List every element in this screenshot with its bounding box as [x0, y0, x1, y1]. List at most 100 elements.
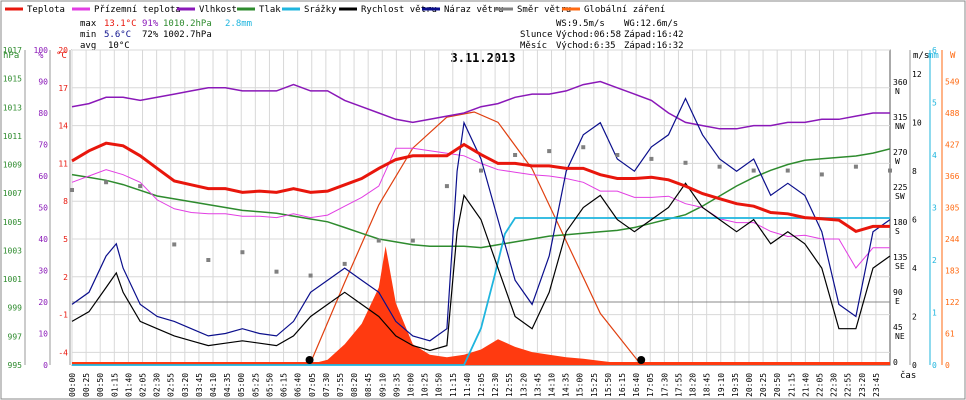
x-tick-label: 23:45 — [872, 373, 881, 397]
wind-speed-tick: 8 — [912, 167, 917, 176]
wind-compass-tick: W — [895, 157, 900, 166]
wind-compass-tick: SE — [895, 262, 905, 271]
x-tick-label: 22:05 — [815, 373, 824, 397]
x-tick-label: 08:20 — [350, 373, 359, 397]
moonset: Západ:16:32 — [624, 41, 684, 51]
series-ground-temp — [71, 147, 890, 269]
x-tick-label: 03:20 — [181, 373, 190, 397]
rain-tick: 5 — [932, 99, 937, 108]
temperature-tick: 5 — [63, 235, 68, 244]
x-tick-label: 20:50 — [773, 373, 782, 397]
wind-compass-tick: NW — [895, 122, 905, 131]
legend-label: Směr větru — [517, 5, 571, 15]
x-tick-label: 21:40 — [801, 373, 810, 397]
x-tick-label: 10:25 — [421, 373, 430, 397]
axis-unit-radiation: W — [950, 51, 956, 61]
humidity-tick: 60 — [38, 172, 48, 181]
x-tick-label: 07:30 — [322, 373, 331, 397]
wind-speed-tick: 6 — [912, 216, 917, 225]
x-tick-label: 20:25 — [759, 373, 768, 397]
radiation-tick: 549 — [945, 78, 960, 87]
x-tick-label: 19:35 — [731, 373, 740, 397]
stat-max-rain: 2.8mm — [225, 19, 252, 29]
wind-dir-tick: 180 — [893, 218, 908, 227]
pressure-tick: 1005 — [3, 218, 22, 227]
wind-speed-tick: 4 — [912, 264, 917, 273]
wind-direction-point — [308, 273, 313, 278]
wind-direction-point — [138, 184, 143, 189]
wind-compass-tick: E — [895, 297, 900, 306]
wind-direction-point — [342, 261, 347, 266]
wind-direction-point — [888, 168, 892, 173]
legend-label: Teplota — [27, 5, 65, 15]
x-tick-label: 23:20 — [858, 373, 867, 397]
wind-direction-point — [376, 238, 381, 243]
wind-direction-point — [513, 153, 518, 157]
x-tick-label: 11:15 — [449, 373, 458, 397]
info-block: WS:9.5m/s WG:12.6m/s Slunce Východ:06:58… — [520, 19, 684, 51]
x-tick-label: 09:10 — [378, 373, 387, 397]
legend-label: Tlak — [259, 5, 281, 15]
pressure-tick: 995 — [8, 361, 23, 370]
wind-speed-tick: 2 — [912, 313, 917, 322]
humidity-tick: 90 — [38, 78, 48, 87]
pressure-tick: 1003 — [3, 246, 22, 255]
wind-direction-point — [410, 238, 415, 243]
x-tick-label: 19:10 — [717, 373, 726, 397]
x-tick-label: 00:00 — [68, 373, 77, 397]
x-tick-label: 05:00 — [237, 373, 246, 397]
sun-event-marker — [305, 356, 314, 364]
wind-compass-tick: NE — [895, 332, 905, 341]
humidity-tick: 40 — [38, 235, 48, 244]
x-tick-label: 12:30 — [491, 373, 500, 397]
x-tick-label: 11:40 — [463, 373, 472, 397]
x-tick-label: 14:10 — [548, 373, 557, 397]
wind-compass-tick: N — [895, 87, 900, 96]
humidity-tick: 30 — [38, 267, 48, 276]
wind-gust-info: WG:12.6m/s — [624, 19, 678, 29]
x-tick-label: 13:20 — [519, 373, 528, 397]
x-tick-label: 08:45 — [364, 373, 373, 397]
temperature-tick: 20 — [58, 46, 68, 55]
x-tick-label: 00:25 — [82, 373, 91, 397]
rain-tick: 2 — [932, 256, 937, 265]
wind-direction-point — [206, 258, 211, 262]
axis-unit-wind-speed: m/s — [913, 51, 929, 61]
sunrise: Východ:06:58 — [556, 30, 621, 40]
x-tick-label: 07:55 — [336, 373, 345, 397]
wind-direction-point — [819, 172, 824, 177]
stat-avg-temp: 10°C — [108, 41, 130, 51]
stat-max-hum: 91% — [142, 19, 159, 29]
x-tick-label: 00:50 — [96, 373, 105, 397]
x-tick-label: 12:55 — [505, 373, 514, 397]
wind-direction-point — [70, 188, 74, 192]
axis-unit-pressure: hPa — [3, 51, 19, 61]
wind-direction-point — [751, 168, 756, 173]
series-humidity — [71, 80, 890, 130]
pressure-tick: 997 — [8, 332, 23, 341]
legend-label: Rychlost větru — [361, 5, 437, 15]
temperature-tick: 11 — [58, 159, 68, 168]
x-tick-label: 05:25 — [251, 373, 260, 397]
x-axis-label: čas — [900, 370, 916, 381]
wind-direction-point — [240, 250, 245, 255]
radiation-tick: 122 — [945, 298, 960, 307]
axis-unit-humidity: % — [38, 51, 44, 61]
x-tick-label: 17:05 — [646, 373, 655, 397]
x-tick-label: 21:15 — [787, 373, 796, 397]
x-tick-label: 01:15 — [110, 373, 119, 397]
sun-event-marker — [637, 356, 646, 364]
wind-direction-point — [104, 180, 109, 185]
x-tick-label: 07:05 — [308, 373, 317, 397]
temperature-tick: 17 — [58, 84, 68, 93]
radiation-tick: 0 — [945, 361, 950, 370]
chart-title: 3.11.2013 — [450, 51, 515, 65]
x-tick-label: 15:50 — [604, 373, 613, 397]
x-tick-label: 22:55 — [844, 373, 853, 397]
pressure-tick: 1017 — [3, 46, 22, 55]
axis-unit-temperature: °C — [56, 51, 67, 61]
rain-tick: 6 — [932, 46, 937, 55]
x-tick-label: 18:20 — [689, 373, 698, 397]
plot-area — [70, 49, 892, 366]
rain-tick: 4 — [932, 151, 937, 160]
